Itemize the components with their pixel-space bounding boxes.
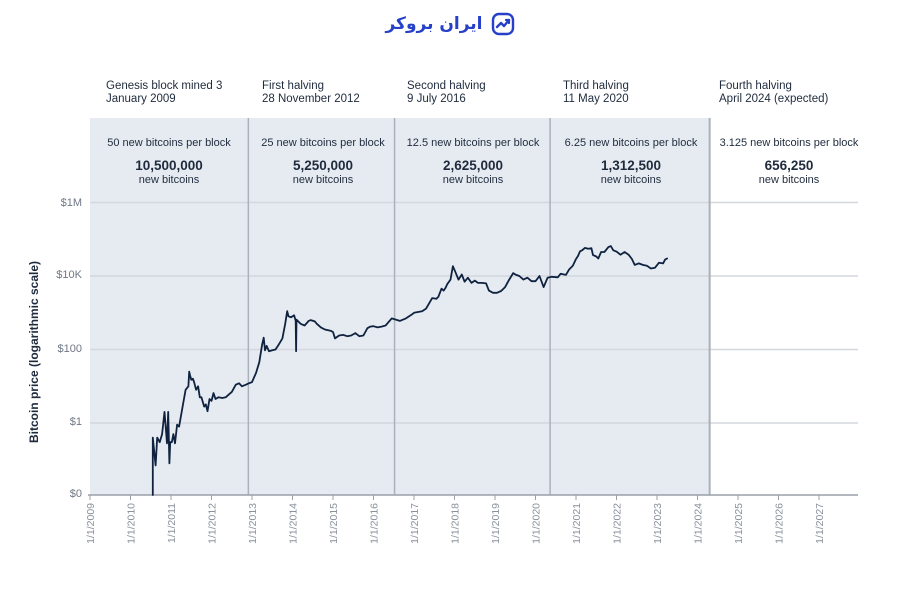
era-unit: new bitcoins — [600, 174, 662, 186]
halving-title: Genesis block mined 3 — [106, 80, 223, 92]
x-tick-label: 1/1/2025 — [733, 503, 745, 544]
y-axis-label: Bitcoin price (logarithmic scale) — [27, 260, 41, 444]
price-line — [151, 245, 668, 496]
x-tick-label: 1/1/2013 — [247, 503, 259, 544]
y-tick-label: $1M — [60, 197, 82, 209]
halving-date: 11 May 2020 — [563, 93, 629, 105]
era-unit: new bitcoins — [442, 174, 504, 186]
halving-header-genesis: Genesis block mined 3 January 2009 — [106, 80, 256, 106]
brand-logo: ایران بروکر — [0, 12, 900, 36]
era-unit: new bitcoins — [138, 174, 200, 186]
x-tick-label: 1/1/2020 — [531, 503, 543, 544]
x-tick-label: 1/1/2012 — [207, 503, 219, 544]
halving-header-third: Third halving 11 May 2020 — [563, 80, 713, 106]
era-reward: 3.125 new bitcoins per block — [719, 137, 859, 149]
halving-header-fourth: Fourth halving April 2024 (expected) — [719, 80, 869, 106]
era-reward: 50 new bitcoins per block — [107, 137, 231, 149]
x-tick-label: 1/1/2017 — [409, 503, 421, 544]
era-bitcoin-count: 5,250,000 — [292, 158, 354, 173]
y-tick-label: $0 — [69, 488, 82, 500]
halving-header-first: First halving 28 November 2012 — [262, 80, 412, 106]
x-tick-label: 1/1/2011 — [166, 503, 178, 543]
halving-date: January 2009 — [106, 93, 176, 105]
halving-date: 28 November 2012 — [262, 93, 360, 105]
x-tick-label: 1/1/2014 — [288, 503, 300, 544]
era-unit: new bitcoins — [292, 174, 354, 186]
x-tick-label: 1/1/2015 — [328, 503, 340, 544]
x-tick-label: 1/1/2010 — [126, 503, 138, 544]
halving-title: Fourth halving — [719, 80, 792, 92]
era-bitcoin-count: 2,625,000 — [442, 158, 504, 173]
halving-title: Third halving — [563, 80, 629, 92]
era-reward: 25 new bitcoins per block — [261, 137, 385, 149]
era-shade-4 — [550, 118, 710, 495]
era-bitcoin-count: 656,250 — [764, 158, 814, 173]
x-tick-label: 1/1/2023 — [652, 503, 664, 544]
x-tick-label: 1/1/2024 — [693, 503, 705, 544]
x-tick-label: 1/1/2021 — [571, 503, 583, 544]
era-bitcoin-count: 1,312,500 — [600, 158, 662, 173]
halving-title: Second halving — [407, 80, 486, 92]
halving-date: April 2024 (expected) — [719, 93, 829, 105]
era-bitcoin-count: 10,500,000 — [135, 158, 203, 173]
era-reward: 12.5 new bitcoins per block — [406, 137, 540, 149]
x-tick-label: 1/1/2026 — [774, 503, 786, 544]
halving-header-second: Second halving 9 July 2016 — [407, 80, 557, 106]
x-tick-label: 1/1/2018 — [450, 503, 462, 544]
halving-title: First halving — [262, 80, 324, 92]
era-shade-3 — [394, 118, 551, 495]
halving-date: 9 July 2016 — [407, 93, 466, 105]
y-tick-label: $10K — [56, 269, 82, 281]
era-shade-2 — [248, 118, 395, 495]
x-tick-label: 1/1/2019 — [490, 503, 502, 544]
y-tick-label: $100 — [57, 343, 82, 355]
x-tick-label: 1/1/2022 — [612, 503, 624, 544]
x-tick-label: 1/1/2016 — [369, 503, 381, 544]
y-tick-label: $1 — [69, 416, 82, 428]
x-tick-label: 1/1/2009 — [85, 503, 97, 544]
chart-trend-logo-icon — [491, 12, 514, 36]
brand-name: ایران بروکر — [385, 14, 483, 34]
x-tick-label: 1/1/2027 — [814, 503, 826, 544]
era-unit: new bitcoins — [758, 174, 820, 186]
era-reward: 6.25 new bitcoins per block — [564, 137, 698, 149]
